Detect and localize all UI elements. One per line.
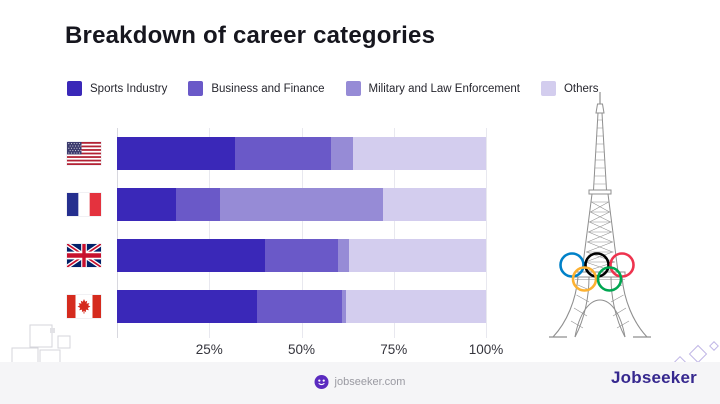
x-tick-label: 75% [380,342,408,357]
stacked-bar-us [117,137,486,170]
legend-label: Sports Industry [90,82,168,95]
legend-item: Military and Law Enforcement [345,81,520,96]
stacked-bar-gb [117,239,486,272]
flag-us-icon [67,142,101,165]
bar-row-fr [67,188,486,221]
bar-segment [117,239,265,272]
gridline [486,128,487,338]
legend-label: Military and Law Enforcement [368,82,520,95]
gridline [209,128,211,338]
bar-segment [345,290,486,323]
bar-segment [264,239,339,272]
legend-swatch [188,81,204,96]
flag-gb-icon [67,244,101,267]
page-title: Breakdown of career categories [65,22,436,49]
bar-segment [117,290,258,323]
footer: jobseeker.com Jobseeker [0,362,720,404]
bar-segment [338,239,350,272]
plot [67,128,487,338]
legend-item: Sports Industry [67,81,167,96]
bar-segment [235,137,332,170]
y-axis-line [117,128,118,338]
legend: Sports Industry Business and Finance Milit… [67,81,599,96]
bar-segment [331,137,354,170]
legend-swatch [67,81,82,96]
bar-segment [342,290,346,323]
flag-ca-icon [67,295,101,318]
legend-label: Business and Finance [211,82,325,95]
bar-segment [220,188,383,221]
bar-segment [176,188,221,221]
footer-site-link: jobseeker.com [314,375,406,389]
gridline [393,128,395,338]
legend-swatch [540,81,556,96]
bar-row-gb [67,239,486,272]
legend-swatch [345,81,361,96]
eiffel-tower-illustration [549,92,651,338]
footer-site-text: jobseeker.com [334,376,406,388]
legend-item: Others [540,81,599,96]
jobseeker-logo-icon [314,375,329,389]
stacked-bar-fr [117,188,486,221]
x-tick-label: 100% [468,342,504,357]
bar-segment [257,290,343,323]
bar-segment [382,188,486,221]
bar-segment [353,137,486,170]
bar-row-ca [67,290,486,323]
bar-segment [117,137,236,170]
gridline [301,128,303,338]
bar-segment [117,188,177,221]
legend-item: Business and Finance [188,81,325,96]
jobseeker-brand-logo: Jobseeker [611,368,697,387]
bar-row-us [67,137,486,170]
flag-fr-icon [67,193,101,216]
stacked-bar-ca [117,290,486,323]
bar-segment [349,239,486,272]
x-axis: 25% 50% 75% 100% [117,342,504,360]
x-tick-label: 50% [287,342,316,357]
x-tick-label: 25% [195,342,223,357]
legend-label: Others [563,82,599,95]
olympic-rings-icon [559,252,635,292]
